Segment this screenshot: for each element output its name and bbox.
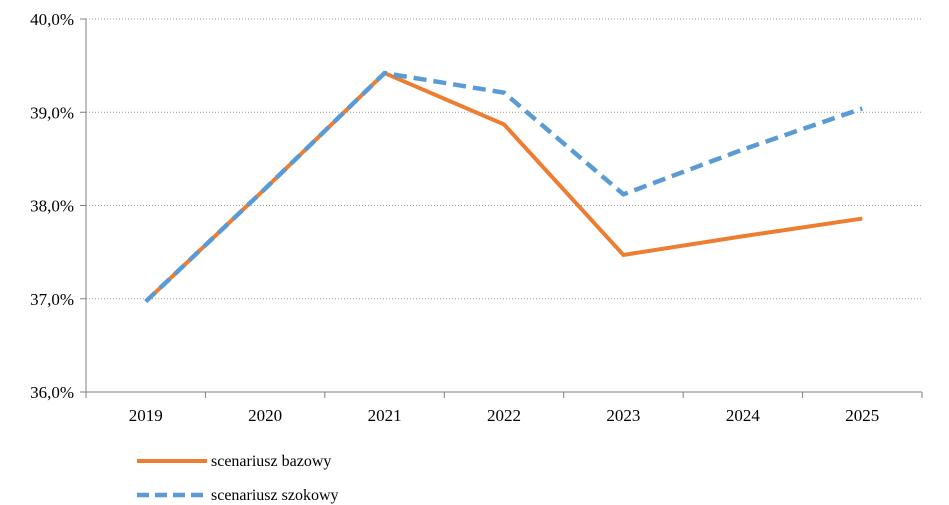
y-tick-label: 37,0% <box>30 290 74 309</box>
legend-label: scenariusz szokowy <box>211 487 339 504</box>
x-tick-label: 2021 <box>368 406 402 425</box>
axes <box>80 18 923 398</box>
gridlines <box>86 18 922 300</box>
y-tick-label: 38,0% <box>30 197 74 216</box>
x-tick-label: 2025 <box>845 406 879 425</box>
legend-label: scenariusz bazowy <box>211 453 331 470</box>
x-tick-labels: 2019 2020 2021 2022 2023 2024 2025 <box>129 406 880 425</box>
legend: scenariusz bazowy scenariusz szokowy <box>137 453 339 504</box>
series-lines <box>144 70 864 304</box>
x-tick-label: 2024 <box>726 406 761 425</box>
x-tick-label: 2020 <box>248 406 282 425</box>
x-tick-label: 2022 <box>487 406 521 425</box>
y-tick-label: 36,0% <box>30 383 74 402</box>
x-tick-label: 2019 <box>129 406 163 425</box>
series-line-bazowy <box>144 70 863 304</box>
series-line-szokowy <box>144 70 864 304</box>
x-tick-label: 2023 <box>606 406 640 425</box>
y-tick-label: 39,0% <box>30 103 74 122</box>
y-tick-label: 40,0% <box>30 10 74 29</box>
y-tick-labels: 36,0% 37,0% 38,0% 39,0% 40,0% <box>30 10 74 402</box>
